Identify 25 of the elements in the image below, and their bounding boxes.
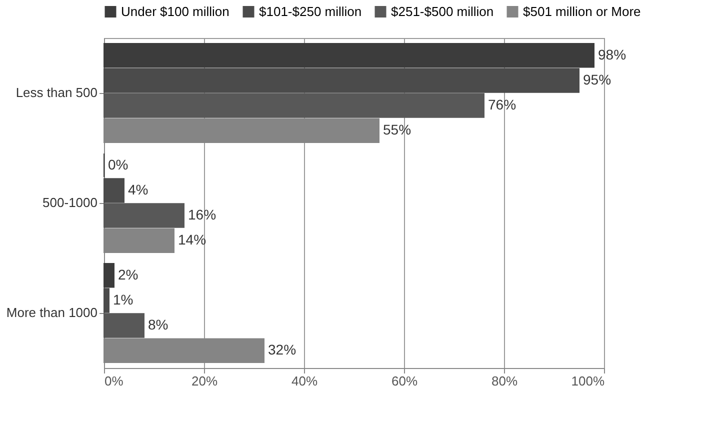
data-label: 16% bbox=[188, 206, 216, 223]
data-label: 98% bbox=[598, 46, 626, 62]
data-label: 2% bbox=[118, 266, 138, 282]
y-tick-label: Less than 500 bbox=[16, 85, 98, 100]
data-label: 0% bbox=[108, 156, 128, 172]
legend-label: $101-$250 million bbox=[259, 4, 362, 19]
data-label: 76% bbox=[488, 96, 516, 113]
x-tick-label: 40% bbox=[291, 374, 318, 388]
x-tick-label: 0% bbox=[104, 374, 124, 388]
legend-label: $501 million or More bbox=[523, 4, 641, 19]
data-label: 14% bbox=[178, 232, 206, 248]
data-label: 8% bbox=[148, 316, 168, 333]
y-tick-label: More than 1000 bbox=[6, 305, 98, 320]
data-label: 55% bbox=[383, 122, 412, 138]
legend-label: Under $100 million bbox=[121, 4, 230, 19]
data-label: 1% bbox=[113, 291, 134, 308]
x-tick-label: 20% bbox=[191, 374, 218, 388]
x-tick-label: 100% bbox=[571, 374, 605, 388]
x-tick-label: 80% bbox=[491, 374, 518, 388]
data-label: 95% bbox=[583, 71, 612, 88]
y-tick-label: 500-1000 bbox=[42, 195, 98, 210]
data-label: 32% bbox=[268, 342, 296, 358]
x-tick-label: 60% bbox=[391, 374, 418, 388]
data-label: 4% bbox=[128, 181, 148, 198]
legend-label: $251-$500 million bbox=[391, 4, 494, 19]
